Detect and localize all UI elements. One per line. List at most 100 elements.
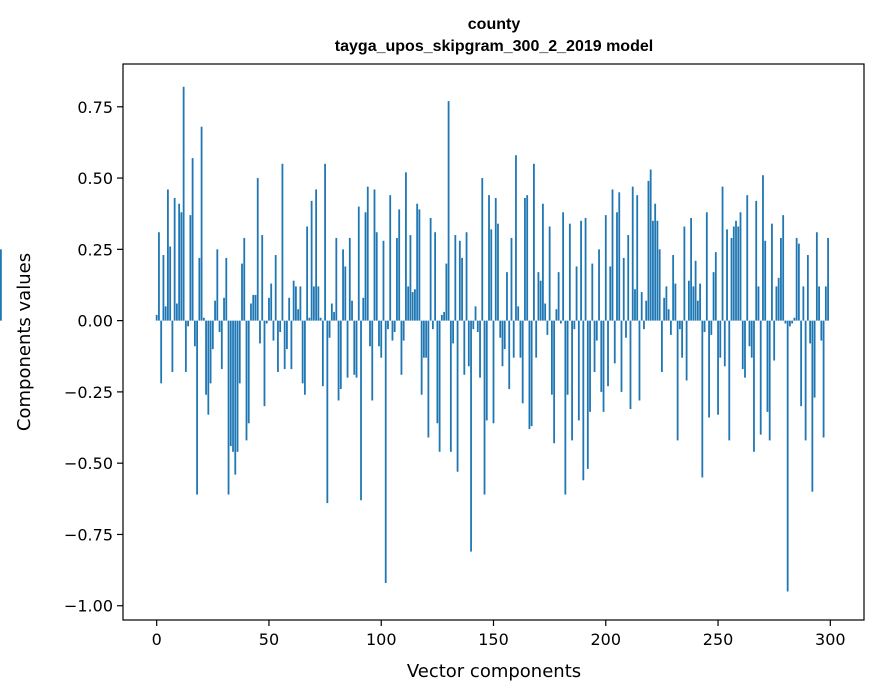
- bar-27: [216, 249, 219, 321]
- bar-220: [649, 169, 652, 321]
- bar-4: [164, 306, 167, 321]
- bar-274: [771, 223, 773, 321]
- bar-116: [416, 203, 419, 321]
- bar-125: [436, 320, 439, 424]
- bar-218: [645, 300, 648, 321]
- bar-84: [344, 266, 347, 321]
- bar-144: [479, 320, 481, 378]
- bar-62: [295, 286, 297, 321]
- bar-135: [458, 240, 461, 321]
- bar-150: [492, 320, 495, 424]
- bar-88: [353, 320, 356, 375]
- bar-286: [797, 243, 800, 321]
- bar-154: [501, 320, 504, 367]
- bar-22: [205, 320, 207, 395]
- bar-16: [191, 158, 194, 321]
- bar-171: [539, 280, 542, 321]
- bar-260: [739, 212, 742, 321]
- bar-10: [178, 203, 181, 321]
- bar-288: [802, 286, 805, 321]
- bar-233: [678, 320, 681, 330]
- bar-11: [180, 212, 183, 321]
- bar-99: [378, 320, 380, 347]
- y-axis-label: Components values: [14, 253, 35, 431]
- bar-252: [721, 186, 724, 321]
- bar-73: [319, 317, 322, 321]
- bar-179: [557, 272, 560, 321]
- bar-208: [622, 257, 625, 321]
- bar-162: [519, 320, 522, 358]
- bar-76: [326, 320, 329, 504]
- bar-231: [674, 283, 677, 321]
- bar-217: [643, 320, 645, 330]
- bar-194: [591, 263, 594, 321]
- bar-257: [732, 226, 735, 321]
- y-tick-label: 0.50: [77, 169, 113, 188]
- bar-146: [483, 320, 486, 495]
- bar-248: [712, 272, 715, 321]
- bar-25: [211, 320, 214, 350]
- bar-90: [357, 206, 360, 321]
- bar-205: [616, 212, 618, 321]
- bar-55: [279, 320, 282, 333]
- bar-201: [607, 320, 609, 387]
- x-tick-label: 300: [815, 630, 846, 649]
- bar-225: [661, 320, 663, 372]
- bar-299: [827, 237, 829, 321]
- bar-281: [786, 320, 789, 592]
- bar-104: [389, 195, 392, 321]
- bar-272: [766, 320, 769, 412]
- bar-247: [710, 320, 713, 335]
- bar-213: [634, 289, 636, 321]
- bar-101: [382, 240, 385, 321]
- bar-182: [564, 320, 567, 495]
- x-tick-label: 250: [703, 630, 734, 649]
- bar-271: [764, 240, 767, 321]
- bar-127: [440, 314, 443, 321]
- bar-126: [438, 320, 441, 452]
- bar-81: [337, 320, 340, 401]
- bar-195: [593, 320, 596, 372]
- y-tick-label: −0.75: [64, 525, 113, 544]
- bar-60: [290, 320, 293, 370]
- bar-168: [533, 163, 535, 321]
- bar-103: [387, 320, 389, 330]
- bar-166: [528, 320, 531, 429]
- bar-249: [714, 252, 717, 321]
- bar-222: [654, 203, 657, 321]
- bar-234: [681, 320, 684, 358]
- bar-273: [768, 320, 771, 441]
- bar-66: [303, 320, 306, 395]
- bar-110: [402, 320, 405, 341]
- bar-256: [730, 237, 733, 321]
- bar-241: [696, 300, 699, 321]
- bar-5: [167, 189, 169, 321]
- bar-244: [703, 320, 706, 333]
- bar-193: [589, 320, 591, 412]
- bar-63: [297, 309, 300, 321]
- bar-124: [434, 232, 437, 321]
- bar-3: [162, 255, 165, 321]
- bar-210: [627, 235, 630, 321]
- bar-23: [207, 320, 210, 415]
- bar-13: [184, 320, 187, 372]
- bar-26: [214, 300, 216, 321]
- bar-291: [809, 320, 812, 344]
- bar-34: [232, 320, 234, 452]
- bar-158: [510, 237, 513, 321]
- bar-94: [366, 186, 369, 321]
- bar-287: [800, 320, 803, 407]
- x-tick-label: 50: [259, 630, 279, 649]
- bar-202: [609, 266, 612, 321]
- bar-263: [746, 195, 749, 321]
- bar-227: [665, 286, 668, 321]
- bar-100: [380, 320, 383, 358]
- bar-255: [728, 320, 731, 441]
- bar-97: [373, 189, 376, 321]
- bar-170: [537, 272, 540, 321]
- bar-277: [777, 277, 780, 321]
- bar-187: [575, 266, 578, 321]
- bar-86: [348, 237, 351, 321]
- y-tick-label: −0.25: [64, 383, 113, 402]
- bar-36: [236, 320, 239, 452]
